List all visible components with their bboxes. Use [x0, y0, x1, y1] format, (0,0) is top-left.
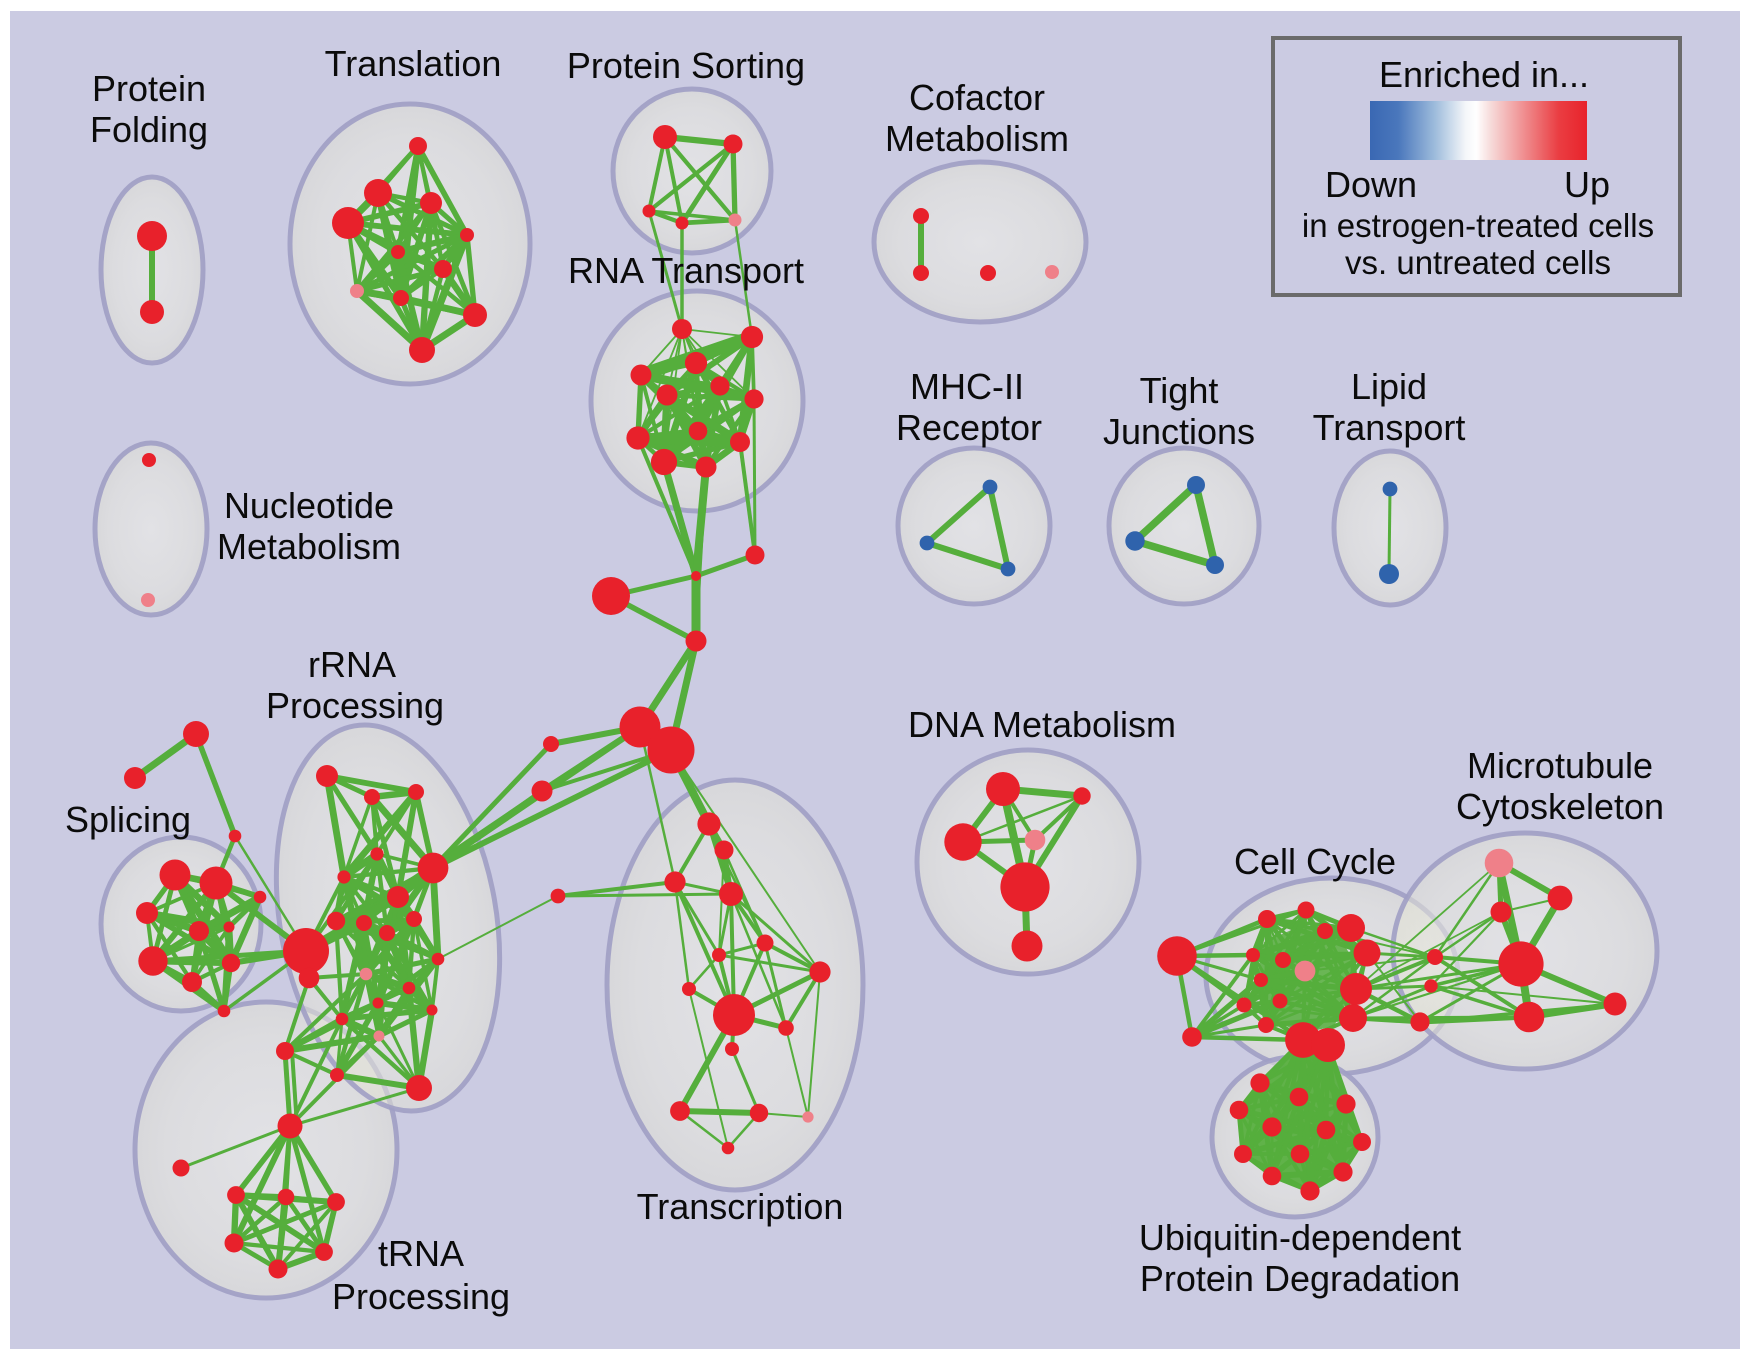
- svg-text:Junctions: Junctions: [1103, 411, 1255, 452]
- svg-text:Transport: Transport: [1313, 407, 1466, 448]
- svg-text:Transcription: Transcription: [637, 1186, 844, 1227]
- svg-text:Ubiquitin-dependent: Ubiquitin-dependent: [1139, 1217, 1461, 1258]
- svg-text:Splicing: Splicing: [65, 799, 191, 840]
- svg-text:DNA Metabolism: DNA Metabolism: [908, 704, 1176, 745]
- svg-text:Enriched in...: Enriched in...: [1379, 54, 1589, 95]
- svg-text:Folding: Folding: [90, 109, 208, 150]
- svg-text:Protein Sorting: Protein Sorting: [567, 45, 805, 86]
- svg-text:Cell Cycle: Cell Cycle: [1234, 841, 1396, 882]
- svg-text:Processing: Processing: [332, 1276, 510, 1317]
- svg-text:rRNA: rRNA: [308, 644, 396, 685]
- svg-text:Metabolism: Metabolism: [885, 118, 1069, 159]
- svg-text:in estrogen-treated cells: in estrogen-treated cells: [1302, 207, 1654, 244]
- svg-text:Up: Up: [1564, 164, 1610, 205]
- svg-text:Cytoskeleton: Cytoskeleton: [1456, 786, 1664, 827]
- svg-text:Translation: Translation: [325, 43, 502, 84]
- svg-text:Metabolism: Metabolism: [217, 526, 401, 567]
- svg-text:MHC-II: MHC-II: [910, 366, 1024, 407]
- svg-text:Receptor: Receptor: [896, 407, 1042, 448]
- svg-text:Nucleotide: Nucleotide: [224, 485, 394, 526]
- svg-text:Microtubule: Microtubule: [1467, 745, 1653, 786]
- svg-text:Tight: Tight: [1140, 370, 1219, 411]
- svg-text:Lipid: Lipid: [1351, 366, 1427, 407]
- svg-text:Protein Degradation: Protein Degradation: [1140, 1258, 1460, 1299]
- svg-text:Down: Down: [1325, 164, 1417, 205]
- svg-text:Processing: Processing: [266, 685, 444, 726]
- svg-text:tRNA: tRNA: [378, 1233, 464, 1274]
- svg-text:Protein: Protein: [92, 68, 206, 109]
- svg-text:vs. untreated cells: vs. untreated cells: [1345, 244, 1611, 281]
- svg-text:Cofactor: Cofactor: [909, 77, 1045, 118]
- svg-text:RNA Transport: RNA Transport: [568, 250, 804, 291]
